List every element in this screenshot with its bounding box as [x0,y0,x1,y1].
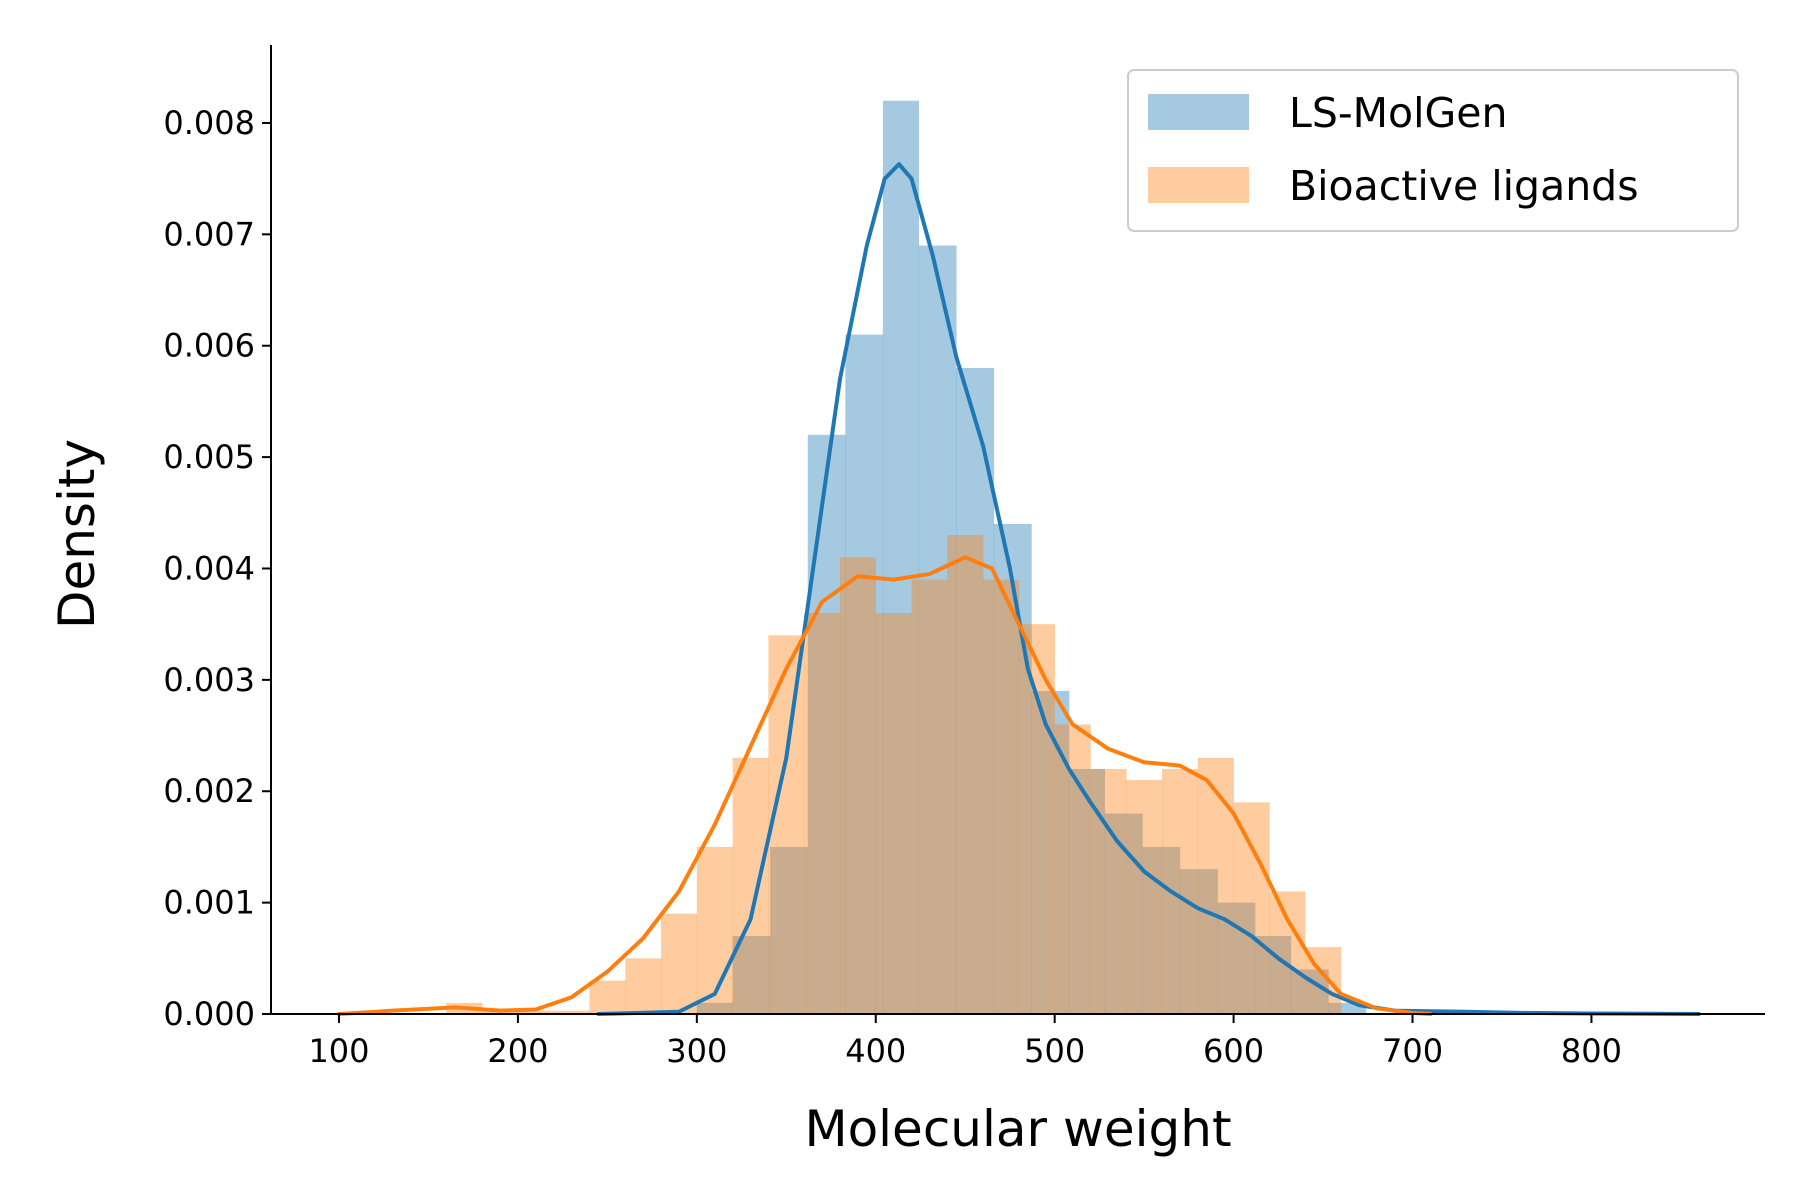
x-tick-label: 800 [1561,1032,1622,1070]
histogram-bar-bioactive-ligands [1233,802,1270,1014]
legend-swatch-bioactive-ligands [1148,167,1249,203]
histogram-bar-bioactive-ligands [1090,768,1127,1014]
histogram-bar-bioactive-ligands [875,613,912,1014]
histogram-bar-bioactive-ligands [1197,757,1234,1014]
histogram-bar-ls-molgen [1179,869,1218,1014]
histogram-bar-bioactive-ligands [839,557,877,1014]
histogram-bars [446,100,1367,1015]
x-tick-label: 700 [1382,1032,1443,1070]
histogram-bar-ls-molgen [807,434,846,1015]
legend-label-ls-molgen: LS-MolGen [1289,89,1508,137]
y-tick-label: 0.007 [163,215,255,253]
y-tick-label: 0.004 [163,549,255,587]
kde-line-bioactive-ligands [336,555,1433,1016]
histogram-bar-bioactive-ligands [804,613,841,1014]
histogram-bar-bioactive-ligands [911,579,948,1014]
legend-label-bioactive-ligands: Bioactive ligands [1289,162,1639,210]
histogram-bar-ls-molgen [845,334,884,1015]
y-tick-label: 0.008 [163,104,255,142]
y-tick-label: 0.001 [163,884,255,922]
histogram-bar-ls-molgen [1255,936,1292,1014]
histogram-bar-ls-molgen [1290,969,1329,1014]
histogram-bar-bioactive-ligands [1054,724,1091,1014]
x-tick-label: 200 [487,1032,548,1070]
histogram-bar-ls-molgen [993,523,1032,1014]
histogram-bar-ls-molgen [1031,691,1070,1014]
y-axis-label: Density [48,439,106,629]
histogram-bar-ls-molgen [1217,902,1256,1014]
legend: LS-MolGen Bioactive ligands [1127,69,1739,232]
histogram-bar-bioactive-ligands [732,757,769,1014]
legend-swatch-ls-molgen [1148,94,1249,130]
x-tick-label: 300 [666,1032,727,1070]
y-tick-label: 0.002 [163,772,255,810]
x-tick-label: 500 [1024,1032,1085,1070]
x-tick-label: 600 [1203,1032,1264,1070]
histogram-bar-bioactive-ligands [517,1010,590,1014]
legend-frame [1127,69,1739,232]
histogram-bar-bioactive-ligands [1126,780,1163,1014]
histogram-bar-bioactive-ligands [1162,768,1199,1014]
histogram-bar-ls-molgen [882,100,919,1014]
y-tick-label: 0.006 [163,327,255,365]
y-tick-label: 0.005 [163,438,255,476]
kde-curves [336,162,1701,1016]
histogram-bar-bioactive-ligands [1018,624,1055,1014]
y-tick-label: 0.000 [163,995,255,1033]
histogram-bar-ls-molgen [732,936,771,1014]
axes: 100 200 300 400 500 600 700 800 0.000 0.001 0.002 0… [163,45,1765,1070]
histogram-bar-ls-molgen [1068,768,1106,1014]
histogram-bar-bioactive-ligands [1269,891,1306,1014]
histogram-bar-bioactive-ligands [589,980,626,1014]
histogram-bar-ls-molgen [770,846,809,1014]
y-tick-label: 0.003 [163,661,255,699]
kde-line-ls-molgen [596,162,1701,1016]
histogram-bar-bioactive-ligands [983,579,1020,1014]
histogram-bar-ls-molgen [696,1002,733,1014]
histogram-bar-bioactive-ligands [661,913,698,1014]
histogram-bar-bioactive-ligands [696,846,733,1014]
histogram-bar-ls-molgen [1328,1002,1367,1014]
histogram-bar-ls-molgen [918,245,957,1015]
histogram-bar-bioactive-ligands [625,958,662,1014]
x-tick-label: 400 [845,1032,906,1070]
x-tick-label: 100 [308,1032,369,1070]
x-axis-label: Molecular weight [804,1100,1231,1158]
histogram-bar-bioactive-ligands [947,535,984,1014]
